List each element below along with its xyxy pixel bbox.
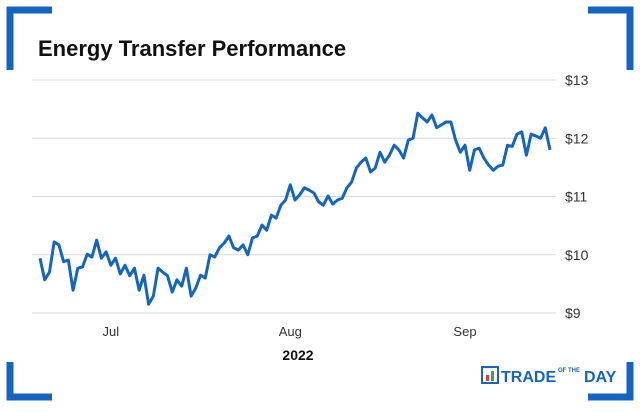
y-tick-label: $9 [565, 305, 581, 321]
logo-icon [486, 375, 489, 381]
corner-bracket [588, 6, 634, 70]
logo-icon [481, 366, 499, 384]
y-tick-label: $10 [565, 247, 589, 263]
x-tick-label: Sep [453, 324, 476, 339]
x-axis-label: 2022 [282, 347, 313, 363]
x-tick-label: Jul [103, 324, 120, 339]
corner-bracket [6, 6, 52, 70]
y-tick-label: $12 [565, 130, 589, 146]
logo: TRADE OF THE DAY [481, 366, 617, 386]
logo-text: OF THE [558, 368, 580, 374]
chart-title: Energy Transfer Performance [38, 36, 346, 61]
line [38, 111, 552, 306]
logo-text: DAY [584, 369, 617, 386]
logo-icon [491, 371, 494, 381]
y-tick-label: $13 [565, 72, 589, 88]
corner-bracket [588, 362, 634, 401]
x-tick-label: Aug [279, 324, 302, 339]
logo-text: TRADE [501, 369, 556, 386]
y-tick-label: $11 [565, 189, 588, 205]
corner-bracket [6, 362, 52, 401]
